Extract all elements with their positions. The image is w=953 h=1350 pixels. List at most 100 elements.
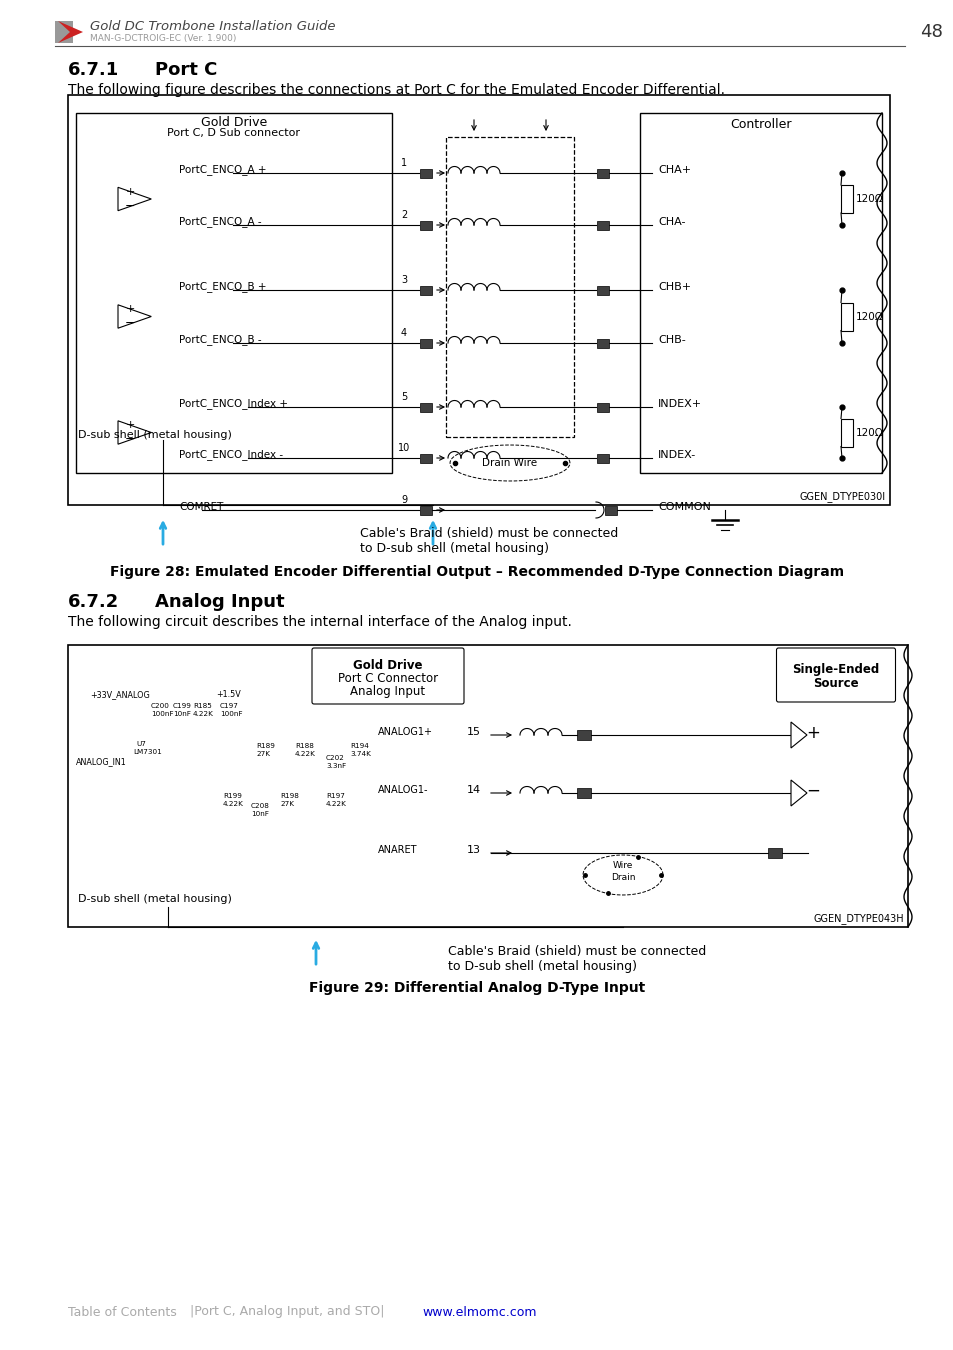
Text: 48: 48 (919, 23, 942, 40)
Bar (604, 505, 617, 514)
Text: 10nF: 10nF (172, 711, 191, 717)
Text: to D-sub shell (metal housing): to D-sub shell (metal housing) (359, 541, 548, 555)
Text: 100nF: 100nF (220, 711, 242, 717)
Bar (419, 169, 432, 177)
Text: COMMON: COMMON (658, 502, 710, 512)
Text: Table of Contents: Table of Contents (68, 1305, 176, 1319)
Text: COMRET: COMRET (179, 502, 223, 512)
Bar (419, 339, 432, 347)
Text: CHA-: CHA- (658, 217, 685, 227)
Text: LM7301: LM7301 (132, 749, 162, 755)
Text: U7: U7 (136, 741, 146, 747)
Bar (841, 185, 852, 213)
Text: PortC_ENCO_B +: PortC_ENCO_B + (179, 282, 266, 293)
Text: ANALOG1-: ANALOG1- (377, 784, 428, 795)
Text: −: − (125, 433, 135, 446)
Bar (68, 95, 889, 505)
Text: 120Ω: 120Ω (855, 194, 882, 204)
Text: 10: 10 (397, 443, 410, 454)
Text: 3: 3 (400, 275, 407, 285)
Polygon shape (790, 780, 806, 806)
Text: −: − (805, 782, 819, 801)
Text: Cable's Braid (shield) must be connected: Cable's Braid (shield) must be connected (448, 945, 705, 958)
Text: C202: C202 (326, 755, 345, 761)
Text: 1: 1 (400, 158, 407, 167)
Text: INDEX-: INDEX- (658, 450, 696, 460)
Bar (419, 285, 432, 294)
Text: The following circuit describes the internal interface of the Analog input.: The following circuit describes the inte… (68, 616, 571, 629)
Text: ANALOG_IN1: ANALOG_IN1 (76, 757, 127, 765)
Bar (841, 302, 852, 331)
Polygon shape (790, 722, 806, 748)
Text: Drain: Drain (610, 873, 635, 883)
Polygon shape (118, 188, 152, 211)
Text: R185: R185 (193, 703, 212, 709)
Text: 4: 4 (400, 328, 407, 338)
Polygon shape (55, 22, 73, 43)
Text: 6.7.1: 6.7.1 (68, 61, 119, 80)
Bar (577, 788, 590, 798)
Bar (419, 402, 432, 412)
Text: +1.5V: +1.5V (215, 690, 240, 699)
Text: Analog Input: Analog Input (350, 684, 425, 698)
Text: 5: 5 (400, 392, 407, 402)
Text: PortC_ENCO_Index +: PortC_ENCO_Index + (179, 398, 288, 409)
Text: D-sub shell (metal housing): D-sub shell (metal housing) (78, 431, 232, 440)
Text: to D-sub shell (metal housing): to D-sub shell (metal housing) (448, 960, 637, 973)
Text: 3.74K: 3.74K (350, 751, 371, 757)
Text: R199: R199 (223, 792, 242, 799)
Bar (577, 730, 590, 740)
Text: R198: R198 (280, 792, 298, 799)
Text: GGEN_DTYPE043H: GGEN_DTYPE043H (813, 913, 903, 923)
Bar (841, 418, 852, 447)
Text: 14: 14 (466, 784, 480, 795)
Text: Single-Ended: Single-Ended (792, 663, 879, 676)
Bar (419, 220, 432, 230)
Text: C208: C208 (251, 803, 270, 809)
Bar (597, 220, 608, 230)
Text: +: + (125, 188, 134, 197)
Bar (597, 285, 608, 294)
Polygon shape (58, 22, 83, 43)
Text: CHB+: CHB+ (658, 282, 690, 292)
Text: The following figure describes the connections at Port C for the Emulated Encode: The following figure describes the conne… (68, 82, 724, 97)
Text: Cable's Braid (shield) must be connected: Cable's Braid (shield) must be connected (359, 526, 618, 540)
FancyBboxPatch shape (776, 648, 895, 702)
Text: Port C: Port C (154, 61, 217, 80)
Polygon shape (118, 305, 152, 328)
FancyBboxPatch shape (312, 648, 463, 703)
Text: −: − (125, 317, 135, 329)
Text: ANALOG1+: ANALOG1+ (377, 728, 433, 737)
Text: D-sub shell (metal housing): D-sub shell (metal housing) (78, 894, 232, 904)
Text: 6.7.2: 6.7.2 (68, 593, 119, 612)
Bar (597, 169, 608, 177)
Text: 3.3nF: 3.3nF (326, 763, 346, 769)
Bar (597, 402, 608, 412)
Bar (639, 113, 882, 472)
Text: 27K: 27K (255, 751, 270, 757)
Text: ANARET: ANARET (377, 845, 417, 855)
Text: 120Ω: 120Ω (855, 312, 882, 321)
Text: Source: Source (812, 676, 858, 690)
Text: CHB-: CHB- (658, 335, 685, 346)
Text: C200: C200 (151, 703, 170, 709)
Text: Gold Drive: Gold Drive (201, 116, 267, 130)
Bar (767, 848, 781, 859)
Text: Controller: Controller (729, 117, 791, 131)
Text: Figure 29: Differential Analog D-Type Input: Figure 29: Differential Analog D-Type In… (309, 981, 644, 995)
Text: MAN-G-DCTROIG-EC (Ver. 1.900): MAN-G-DCTROIG-EC (Ver. 1.900) (90, 35, 236, 43)
Text: 9: 9 (400, 495, 407, 505)
Text: Drain Wire: Drain Wire (482, 458, 537, 468)
Text: Wire: Wire (612, 861, 633, 871)
Text: 2: 2 (400, 211, 407, 220)
Text: C197: C197 (220, 703, 238, 709)
Text: +: + (805, 724, 819, 742)
Text: PortC_ENCO_A -: PortC_ENCO_A - (179, 216, 261, 227)
Text: CHA+: CHA+ (658, 165, 690, 176)
Bar (68, 645, 907, 927)
Text: Gold DC Trombone Installation Guide: Gold DC Trombone Installation Guide (90, 20, 335, 34)
Text: 4.22K: 4.22K (193, 711, 213, 717)
Text: Gold Drive: Gold Drive (353, 659, 422, 672)
Text: −: − (125, 200, 135, 212)
Text: 15: 15 (467, 728, 480, 737)
